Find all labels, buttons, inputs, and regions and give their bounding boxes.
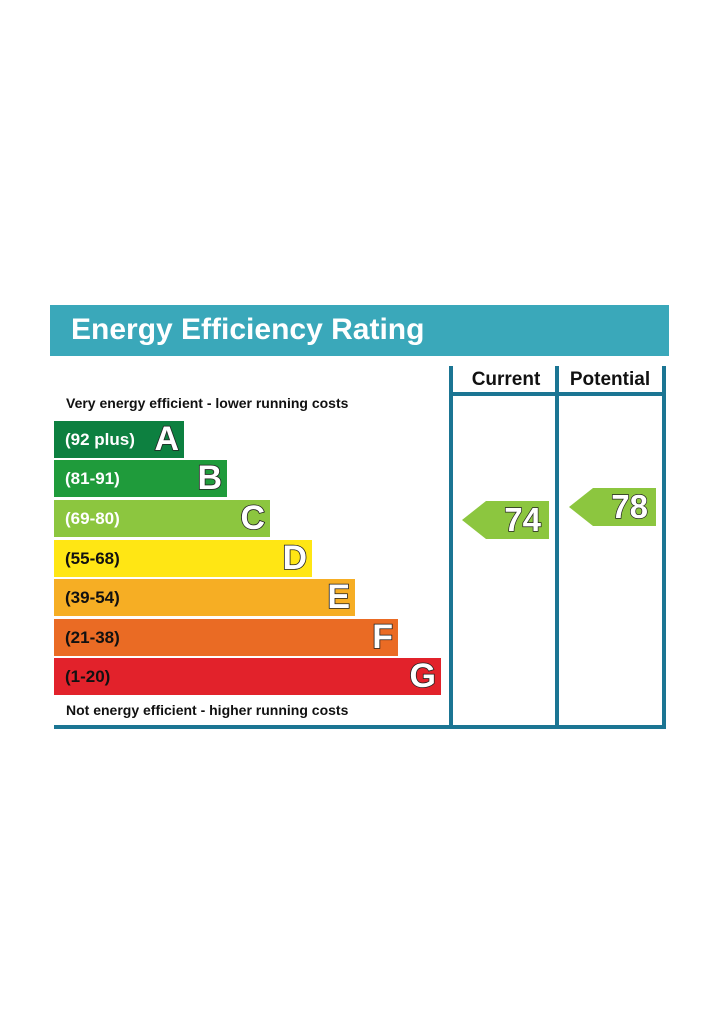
band-d-range: (55-68) bbox=[65, 549, 120, 568]
potential-rating-value: 78 bbox=[611, 488, 649, 526]
band-a-range: (92 plus) bbox=[65, 430, 135, 449]
band-a-letter: A bbox=[154, 420, 180, 459]
band-g-letter: G bbox=[409, 657, 437, 696]
current-rating-value: 74 bbox=[504, 501, 542, 539]
potential-column-header: Potential bbox=[569, 369, 651, 390]
band-b-letter: B bbox=[197, 459, 223, 498]
band-g: (1-20) G bbox=[54, 657, 441, 696]
band-c: (69-80) C bbox=[54, 499, 270, 538]
chart-title: Energy Efficiency Rating bbox=[71, 313, 425, 346]
band-e: (39-54) E bbox=[54, 578, 355, 617]
frame-vertical-left bbox=[449, 366, 453, 728]
current-column-header: Current bbox=[471, 369, 541, 390]
band-e-letter: E bbox=[327, 578, 351, 617]
band-f: (21-38) F bbox=[54, 618, 398, 657]
band-d: (55-68) D bbox=[54, 539, 312, 578]
band-b-range: (81-91) bbox=[65, 469, 120, 488]
band-f-letter: F bbox=[371, 618, 393, 657]
band-b: (81-91) B bbox=[54, 459, 227, 498]
bottom-caption: Not energy efficient - higher running co… bbox=[66, 702, 349, 718]
band-g-range: (1-20) bbox=[65, 667, 111, 686]
current-rating-arrow: 74 bbox=[462, 501, 549, 539]
band-c-range: (69-80) bbox=[65, 509, 120, 528]
potential-rating-arrow: 78 bbox=[569, 488, 656, 526]
title-bar: Energy Efficiency Rating bbox=[50, 305, 669, 356]
frame-vertical-middle bbox=[555, 366, 559, 728]
frame-vertical-right bbox=[662, 366, 666, 728]
band-e-range: (39-54) bbox=[65, 588, 120, 607]
band-c-letter: C bbox=[240, 499, 266, 538]
frame-header-divider bbox=[449, 392, 666, 396]
band-d-letter: D bbox=[282, 539, 308, 578]
top-caption: Very energy efficient - lower running co… bbox=[66, 395, 349, 411]
band-a: (92 plus) A bbox=[54, 420, 184, 459]
frame-bottom bbox=[54, 725, 666, 729]
band-f-range: (21-38) bbox=[65, 628, 120, 647]
